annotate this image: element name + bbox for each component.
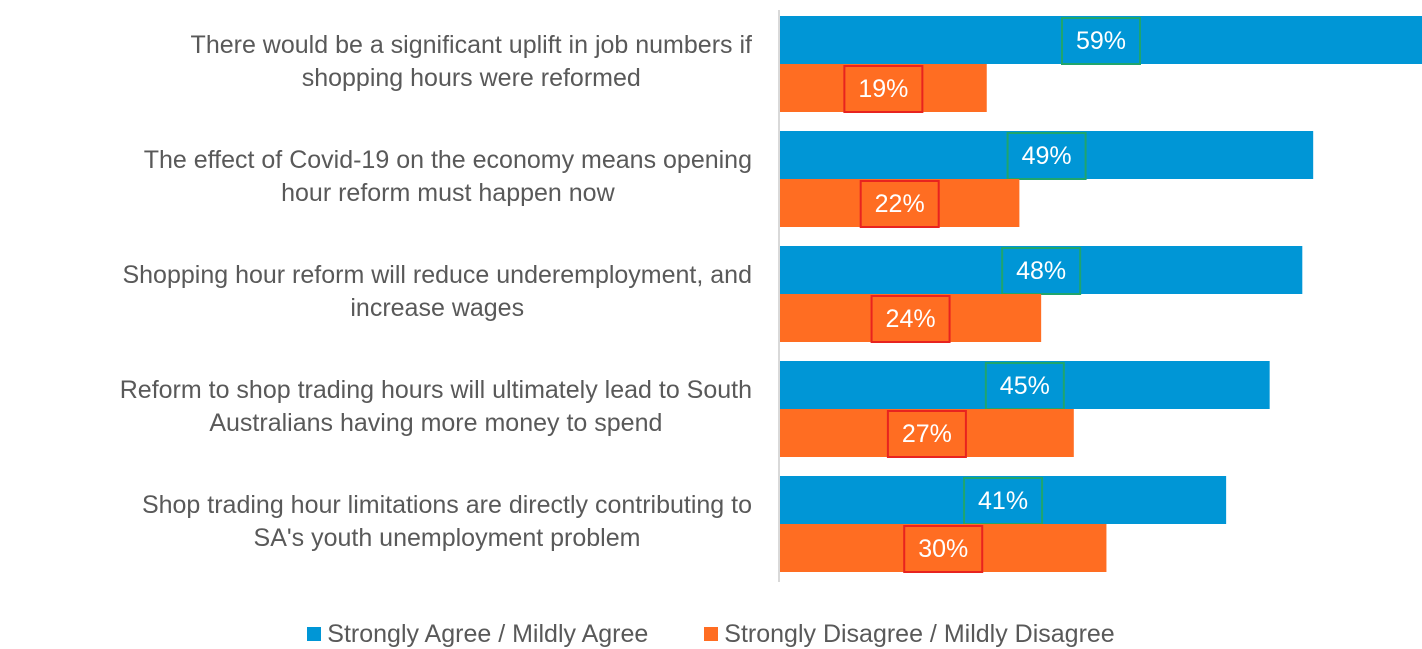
category-label: Shop trading hour limitations are direct… (142, 491, 752, 552)
data-label-disagree: 24% (886, 305, 936, 333)
data-label-box-agree (1006, 132, 1087, 180)
bar-agree (780, 16, 1422, 64)
bar-disagree (780, 64, 987, 112)
data-label-box-disagree (870, 295, 951, 343)
data-label-box-disagree (903, 525, 984, 573)
data-label-disagree: 22% (875, 190, 925, 218)
legend-label-disagree: Strongly Disagree / Mildly Disagree (724, 619, 1115, 648)
data-label-disagree: 27% (902, 420, 952, 448)
bar-agree (780, 361, 1270, 409)
data-label-agree: 48% (1016, 257, 1066, 285)
chart-plot: There would be a significant uplift in j… (120, 10, 1422, 582)
data-label-box-disagree (886, 410, 967, 458)
bar-agree (780, 131, 1314, 179)
data-label-agree: 59% (1076, 27, 1126, 55)
data-label-disagree: 19% (858, 75, 908, 103)
bar-disagree (780, 179, 1020, 227)
data-label-agree: 49% (1022, 142, 1072, 170)
bar-disagree (780, 294, 1042, 342)
category-label: The effect of Covid-19 on the economy me… (144, 146, 752, 207)
data-label-box-disagree (843, 65, 924, 113)
bar-disagree (780, 524, 1107, 572)
bar-agree (780, 476, 1227, 524)
category-label: Shopping hour reform will reduce underem… (122, 261, 752, 322)
bar-disagree (780, 409, 1074, 457)
bar-agree (780, 246, 1303, 294)
data-label-disagree: 30% (918, 535, 968, 563)
legend-swatch-agree (307, 627, 322, 641)
legend-label-agree: Strongly Agree / Mildly Agree (327, 619, 649, 648)
category-label: Reform to shop trading hours will ultima… (120, 376, 752, 437)
data-label-box-agree (1061, 17, 1141, 65)
data-label-agree: 41% (978, 487, 1028, 515)
legend-swatch-disagree (704, 627, 719, 641)
legend-item-agree: Strongly Agree / Mildly Agree (307, 620, 648, 649)
legend-item-disagree: Strongly Disagree / Mildly Disagree (704, 619, 1115, 649)
data-label-agree: 45% (1000, 372, 1050, 400)
category-label: There would be a significant uplift in j… (191, 31, 752, 92)
chart-legend: Strongly Agree / Mildly Agree Strongly D… (0, 619, 1422, 649)
data-label-box-disagree (859, 180, 940, 228)
